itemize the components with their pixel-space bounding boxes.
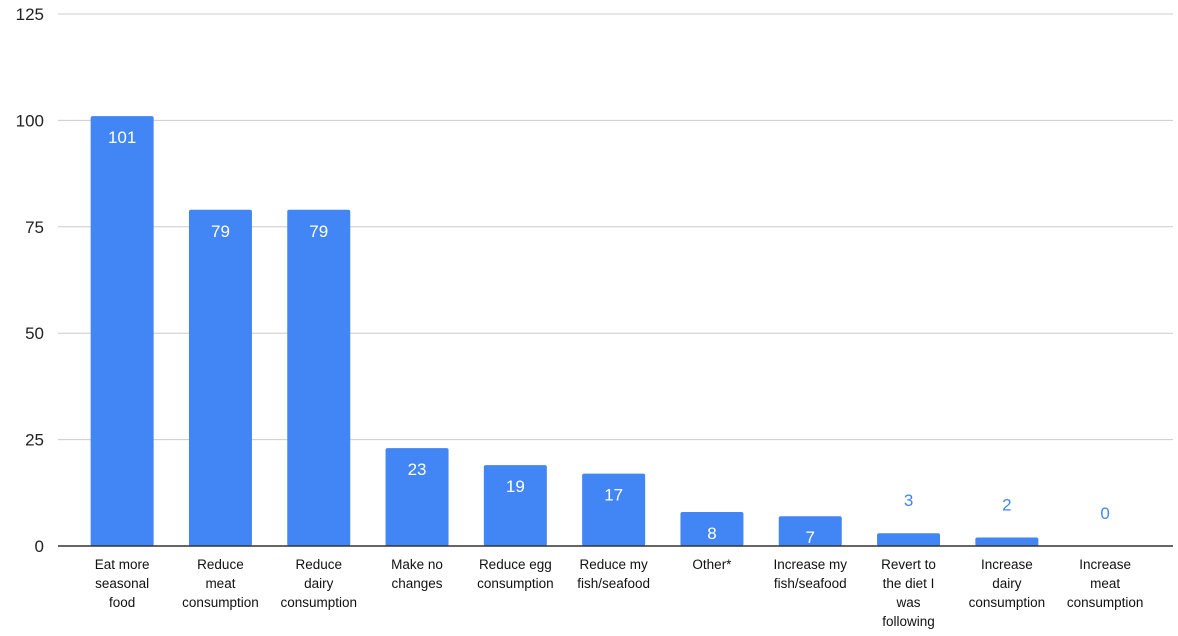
data-label: 2 [1002,495,1011,514]
x-tick-label-line: Reduce egg [479,557,552,572]
x-tick-label-line: meat [205,576,235,591]
x-tick-label-line: Increase [1079,557,1131,572]
bar [680,511,744,546]
bar [287,209,351,546]
x-tick-label-line: consumption [1067,595,1144,610]
x-tick-label: Reduce meat consumption [182,557,259,610]
x-tick-label-line: Other* [692,557,732,572]
data-label: 7 [806,528,815,547]
x-tick-label-line: the diet I [883,576,935,591]
x-tick-label-line: consumption [280,595,357,610]
bar [778,516,842,546]
x-tick-label-line: Make no [391,557,443,572]
bars [90,116,1039,547]
x-tick-label-line: Eat more [95,557,150,572]
y-tick-label: 75 [25,218,44,237]
y-tick-label: 0 [35,537,44,556]
x-tick-label: Revert to the diet I was following [881,557,936,629]
y-tick-label: 100 [16,111,44,130]
x-tick-label-line: consumption [182,595,259,610]
data-label: 8 [707,524,716,543]
x-tick-label-line: Revert to [881,557,936,572]
x-tick-label: Other* [692,557,732,572]
x-tick-label-line: dairy [304,576,334,591]
x-tick-label: Reduce dairy consumption [280,557,357,610]
data-labels: 101 79 79 23 19 17 8 7 3 2 0 [108,128,1110,547]
x-tick-label-line: meat [1090,576,1120,591]
data-label: 17 [604,486,623,505]
y-tick-label: 125 [16,5,44,24]
data-label: 101 [108,128,136,147]
x-tick-label-line: seasonal [95,576,149,591]
x-tick-label: Reduce my fish/seafood [577,557,650,591]
x-tick-label-line: Reduce [295,557,342,572]
x-tick-label-line: following [882,614,935,629]
x-tick-label: Increase dairy consumption [969,557,1046,610]
bar [90,116,154,547]
x-tick-label: Eat more seasonal food [95,557,150,610]
y-axis-ticks: 0 25 50 75 100 125 [16,5,44,556]
y-tick-label: 50 [25,324,44,343]
x-axis-ticks: Eat more seasonal food Reduce meat consumptio… [95,557,1144,629]
bar [975,537,1039,546]
data-label: 0 [1100,504,1109,523]
bar [188,209,252,546]
data-label: 23 [408,460,427,479]
x-tick-label-line: changes [392,576,443,591]
x-tick-label-line: Increase my [773,557,847,572]
data-label: 79 [309,222,328,241]
data-label: 79 [211,222,230,241]
data-label: 19 [506,477,525,496]
x-tick-label: Increase my fish/seafood [773,557,847,591]
x-tick-label: Increase meat consumption [1067,557,1144,610]
bar [877,533,941,546]
x-tick-label-line: consumption [969,595,1046,610]
x-tick-label-line: dairy [992,576,1022,591]
y-tick-label: 25 [25,431,44,450]
bar [385,448,449,546]
x-tick-label-line: consumption [477,576,554,591]
x-tick-label-line: fish/seafood [577,576,650,591]
x-tick-label-line: Reduce [197,557,244,572]
x-tick-label: Reduce egg consumption [477,557,554,591]
x-tick-label-line: food [109,595,135,610]
bar [582,473,646,546]
x-tick-label: Make no changes [391,557,443,591]
x-tick-label-line: fish/seafood [774,576,847,591]
data-label: 3 [904,491,913,510]
x-tick-label-line: Reduce my [580,557,649,572]
x-tick-label-line: Increase [981,557,1033,572]
bar [483,465,547,546]
x-tick-label-line: was [896,595,921,610]
